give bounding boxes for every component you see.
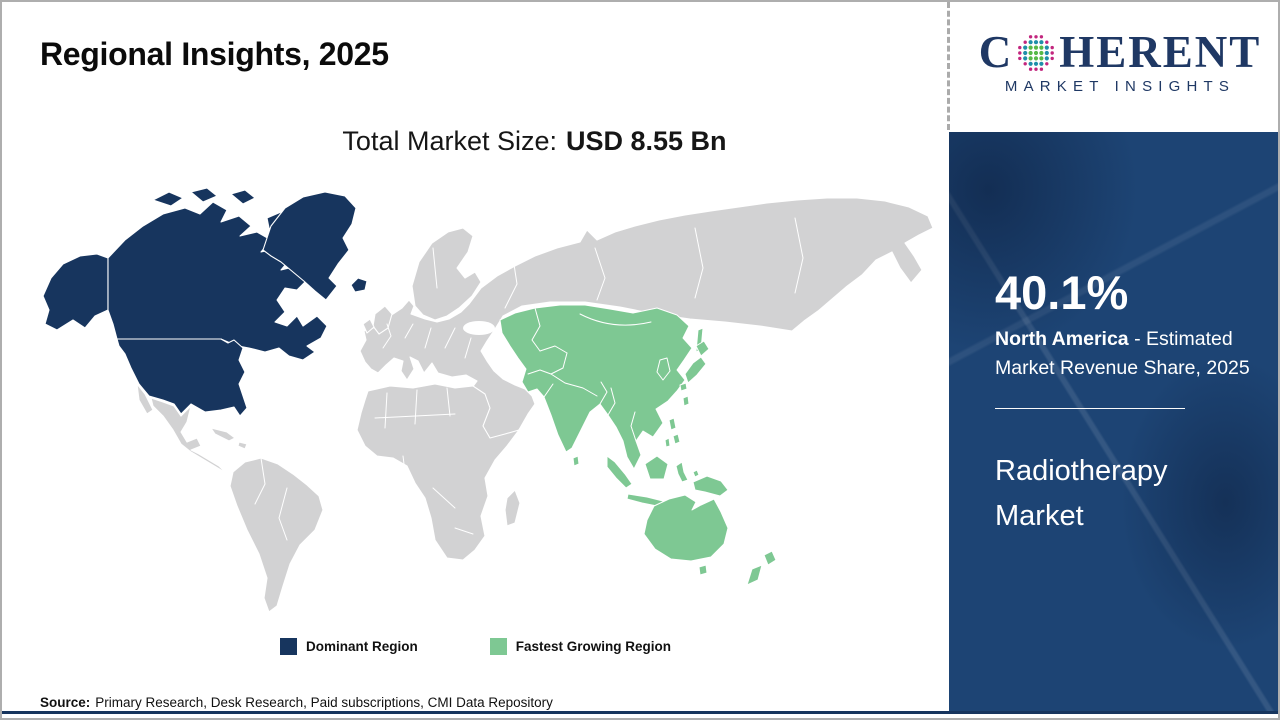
market-share-description: North America - Estimated Market Revenue…: [995, 325, 1263, 382]
legend-swatch-fastest-growing: [489, 638, 507, 655]
total-market-size: Total Market Size: USD 8.55 Bn: [2, 126, 949, 157]
landmass-sumatra: [606, 455, 633, 489]
arctic-island: [190, 187, 218, 203]
arctic-island: [230, 189, 256, 205]
landmass-honshu: [684, 356, 707, 384]
logo-tagline: MARKET INSIGHTS: [1004, 78, 1236, 95]
market-size-value: USD 8.55 Bn: [566, 126, 727, 156]
arctic-island: [152, 191, 184, 207]
share-description-rest: - Estimated Market Revenue Share, 2025: [995, 328, 1250, 379]
landmass-other: [136, 197, 934, 613]
landmass-taiwan: [682, 395, 690, 407]
landmass-mexico-central-america: [150, 397, 228, 475]
logo-letter-c: C: [978, 27, 1014, 77]
market-share-value: 40.1%: [995, 266, 1129, 319]
landmass-moluccas: [692, 469, 700, 478]
legend-item-dominant: Dominant Region: [279, 638, 418, 655]
company-logo: C HERENT MARKET INSIGHTS: [974, 30, 1266, 96]
landmass-nz-south: [746, 564, 763, 586]
landmass-philippines: [672, 433, 681, 445]
source-line: Source: Primary Research, Desk Research, …: [40, 695, 553, 710]
landmass-nz-north: [763, 550, 777, 566]
sidebar-panel: 40.1% North America - Estimated Market R…: [949, 132, 1278, 711]
landmass-alaska: [42, 253, 109, 331]
page-title: Regional Insights, 2025: [40, 36, 389, 72]
share-region-name: North America: [995, 328, 1129, 351]
world-map: [35, 187, 935, 618]
logo-letters-rest: HERENT: [1059, 27, 1262, 77]
black-sea: [463, 321, 495, 335]
logo-wordmark: C HERENT: [974, 30, 1266, 75]
landmass-cuba: [210, 427, 236, 442]
source-label: Source:: [40, 695, 91, 710]
landmass-kyushu: [679, 382, 688, 392]
landmass-africa: [356, 383, 520, 561]
landmass-tasmania: [698, 564, 708, 576]
country-borders-gray: [254, 217, 804, 541]
landmass-korea: [656, 357, 671, 381]
landmass-philippines: [664, 437, 671, 448]
source-text: Primary Research, Desk Research, Paid su…: [95, 695, 553, 710]
landmass-canada: [107, 201, 328, 361]
landmass-philippines: [668, 417, 677, 431]
landmass-ireland: [362, 318, 375, 334]
legend-label-fastest-growing: Fastest Growing Region: [515, 639, 671, 654]
bottom-rule: [2, 711, 1278, 714]
market-size-label: Total Market Size:: [342, 126, 557, 156]
landmass-greenland: [262, 191, 357, 301]
landmass-new-guinea: [692, 475, 729, 497]
landmass-iceland: [350, 277, 368, 293]
landmass-usa: [116, 338, 248, 417]
landmass-sulawesi: [675, 461, 689, 483]
globe-dots-icon: [1018, 34, 1055, 71]
report-market-name: Radiotherapy Market: [995, 454, 1168, 532]
landmass-hokkaido: [695, 340, 710, 357]
header-dashed-divider: [947, 2, 950, 130]
region-north-america: [42, 187, 368, 417]
landmass-south-america: [229, 457, 324, 613]
landmass-australia: [643, 494, 729, 562]
caspian-sea: [490, 332, 504, 360]
landmass-madagascar: [504, 489, 521, 527]
country-borders-green: [527, 307, 652, 442]
landmass-eurasia: [359, 197, 934, 452]
region-asia-pacific: [499, 304, 777, 586]
legend-item-fastest-growing: Fastest Growing Region: [489, 638, 671, 655]
landmass-borneo: [644, 455, 669, 480]
legend: Dominant Region Fastest Growing Region: [2, 638, 949, 655]
landmass-sri-lanka: [572, 455, 580, 467]
landmass-scandinavia: [411, 227, 482, 321]
landmass-baja: [136, 383, 154, 415]
sidebar-divider: [995, 407, 1185, 409]
landmass-asia-mainland: [499, 304, 693, 470]
legend-label-dominant: Dominant Region: [305, 639, 418, 654]
landmass-hispaniola: [237, 441, 248, 450]
legend-swatch-dominant: [279, 638, 297, 655]
